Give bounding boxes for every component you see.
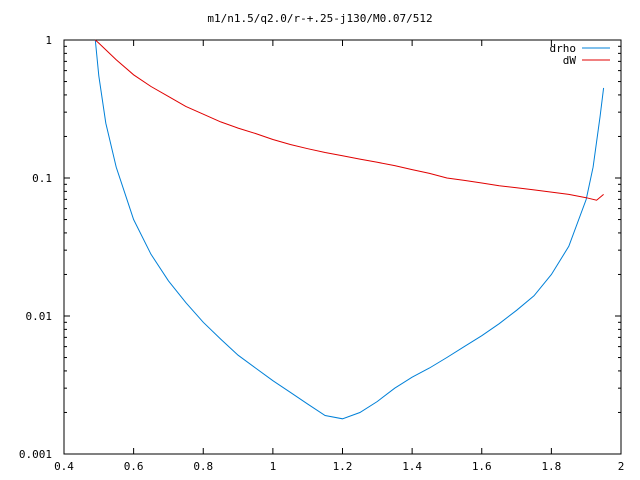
x-tick-label: 0.8 (193, 460, 213, 473)
legend-label-drho: drho (550, 42, 577, 55)
x-tick-label: 1 (270, 460, 277, 473)
y-tick-label: 0.1 (32, 172, 52, 185)
x-tick-label: 2 (618, 460, 625, 473)
chart-title: m1/n1.5/q2.0/r-+.25-j130/M0.07/512 (207, 12, 432, 25)
x-tick-label: 1.8 (541, 460, 561, 473)
y-tick-label: 1 (45, 34, 52, 47)
x-tick-label: 0.4 (54, 460, 74, 473)
y-tick-label: 0.001 (19, 448, 52, 461)
y-tick-label: 0.01 (26, 310, 53, 323)
x-tick-label: 1.6 (472, 460, 492, 473)
x-tick-label: 0.6 (124, 460, 144, 473)
x-tick-label: 1.4 (402, 460, 422, 473)
axes: 0.4 0.6 0.8 1 1.2 1.4 1.6 1.8 2 0.001 0.01 0.1 1 (19, 34, 624, 473)
legend-label-dW: dW (563, 54, 577, 67)
series-line-drho (94, 39, 605, 420)
series-layer (94, 39, 605, 420)
x-tick-label: 1.2 (333, 460, 353, 473)
series-line-dW (94, 39, 604, 201)
